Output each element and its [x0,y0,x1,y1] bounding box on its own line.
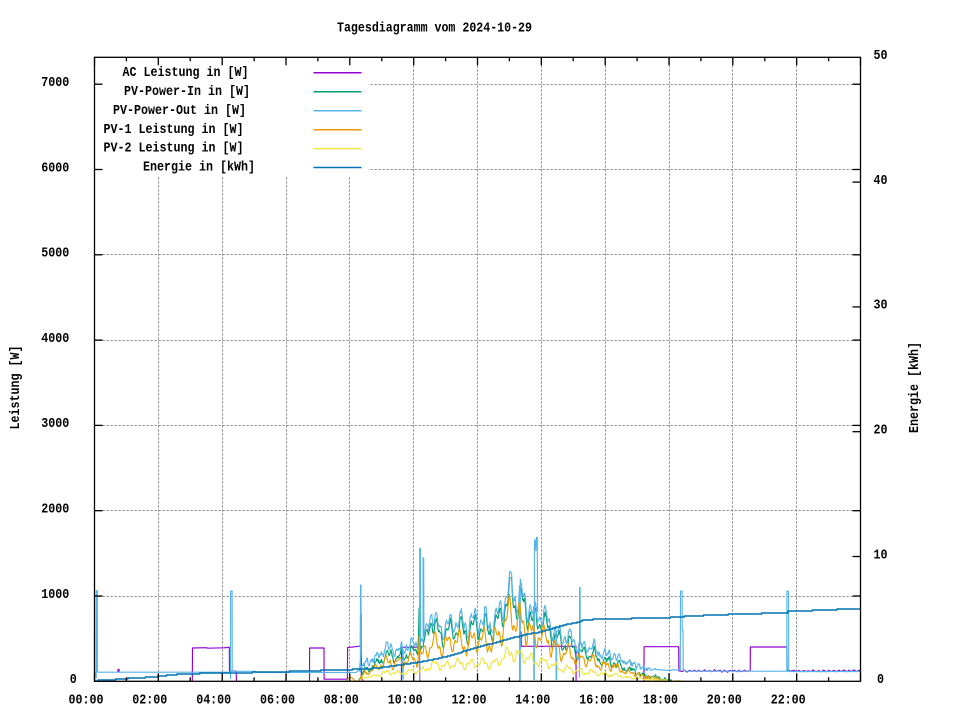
svg-text:06:00: 06:00 [260,693,295,709]
svg-text:Tagesdiagramm vom 2024-10-29: Tagesdiagramm vom 2024-10-29 [337,21,532,37]
svg-text:Energie [kWh]: Energie [kWh] [907,342,923,433]
svg-text:04:00: 04:00 [196,693,231,709]
svg-text:20:00: 20:00 [707,693,742,709]
svg-text:3000: 3000 [41,416,69,432]
svg-text:02:00: 02:00 [132,693,167,709]
svg-text:22:00: 22:00 [771,693,806,709]
svg-text:1000: 1000 [41,587,69,603]
svg-text:10:00: 10:00 [388,693,423,709]
svg-text:10: 10 [874,547,888,563]
svg-text:12:00: 12:00 [452,693,487,709]
svg-text:14:00: 14:00 [515,693,550,709]
svg-text:08:00: 08:00 [324,693,359,709]
svg-text:5000: 5000 [41,246,69,262]
svg-text:PV-Power-In in [W]: PV-Power-In in [W] [124,84,250,100]
svg-text:18:00: 18:00 [643,693,678,709]
svg-text:0: 0 [877,672,884,688]
svg-text:7000: 7000 [41,75,69,91]
svg-text:2000: 2000 [41,502,69,518]
svg-text:20: 20 [874,423,888,439]
svg-text:PV-Power-Out in [W]: PV-Power-Out in [W] [113,103,246,119]
svg-text:00:00: 00:00 [69,693,104,709]
svg-text:30: 30 [874,298,888,314]
svg-text:0: 0 [70,672,77,688]
svg-text:Energie in [kWh]: Energie in [kWh] [143,160,255,176]
svg-text:16:00: 16:00 [579,693,614,709]
svg-text:40: 40 [874,173,888,189]
svg-text:PV-1 Leistung in [W]: PV-1 Leistung in [W] [104,122,244,138]
svg-text:AC Leistung in [W]: AC Leistung in [W] [123,65,249,81]
svg-text:6000: 6000 [41,160,69,176]
svg-text:PV-2 Leistung in [W]: PV-2 Leistung in [W] [104,141,244,157]
svg-text:50: 50 [874,48,888,64]
svg-text:4000: 4000 [41,331,69,347]
svg-text:Leistung [W]: Leistung [W] [8,346,24,430]
